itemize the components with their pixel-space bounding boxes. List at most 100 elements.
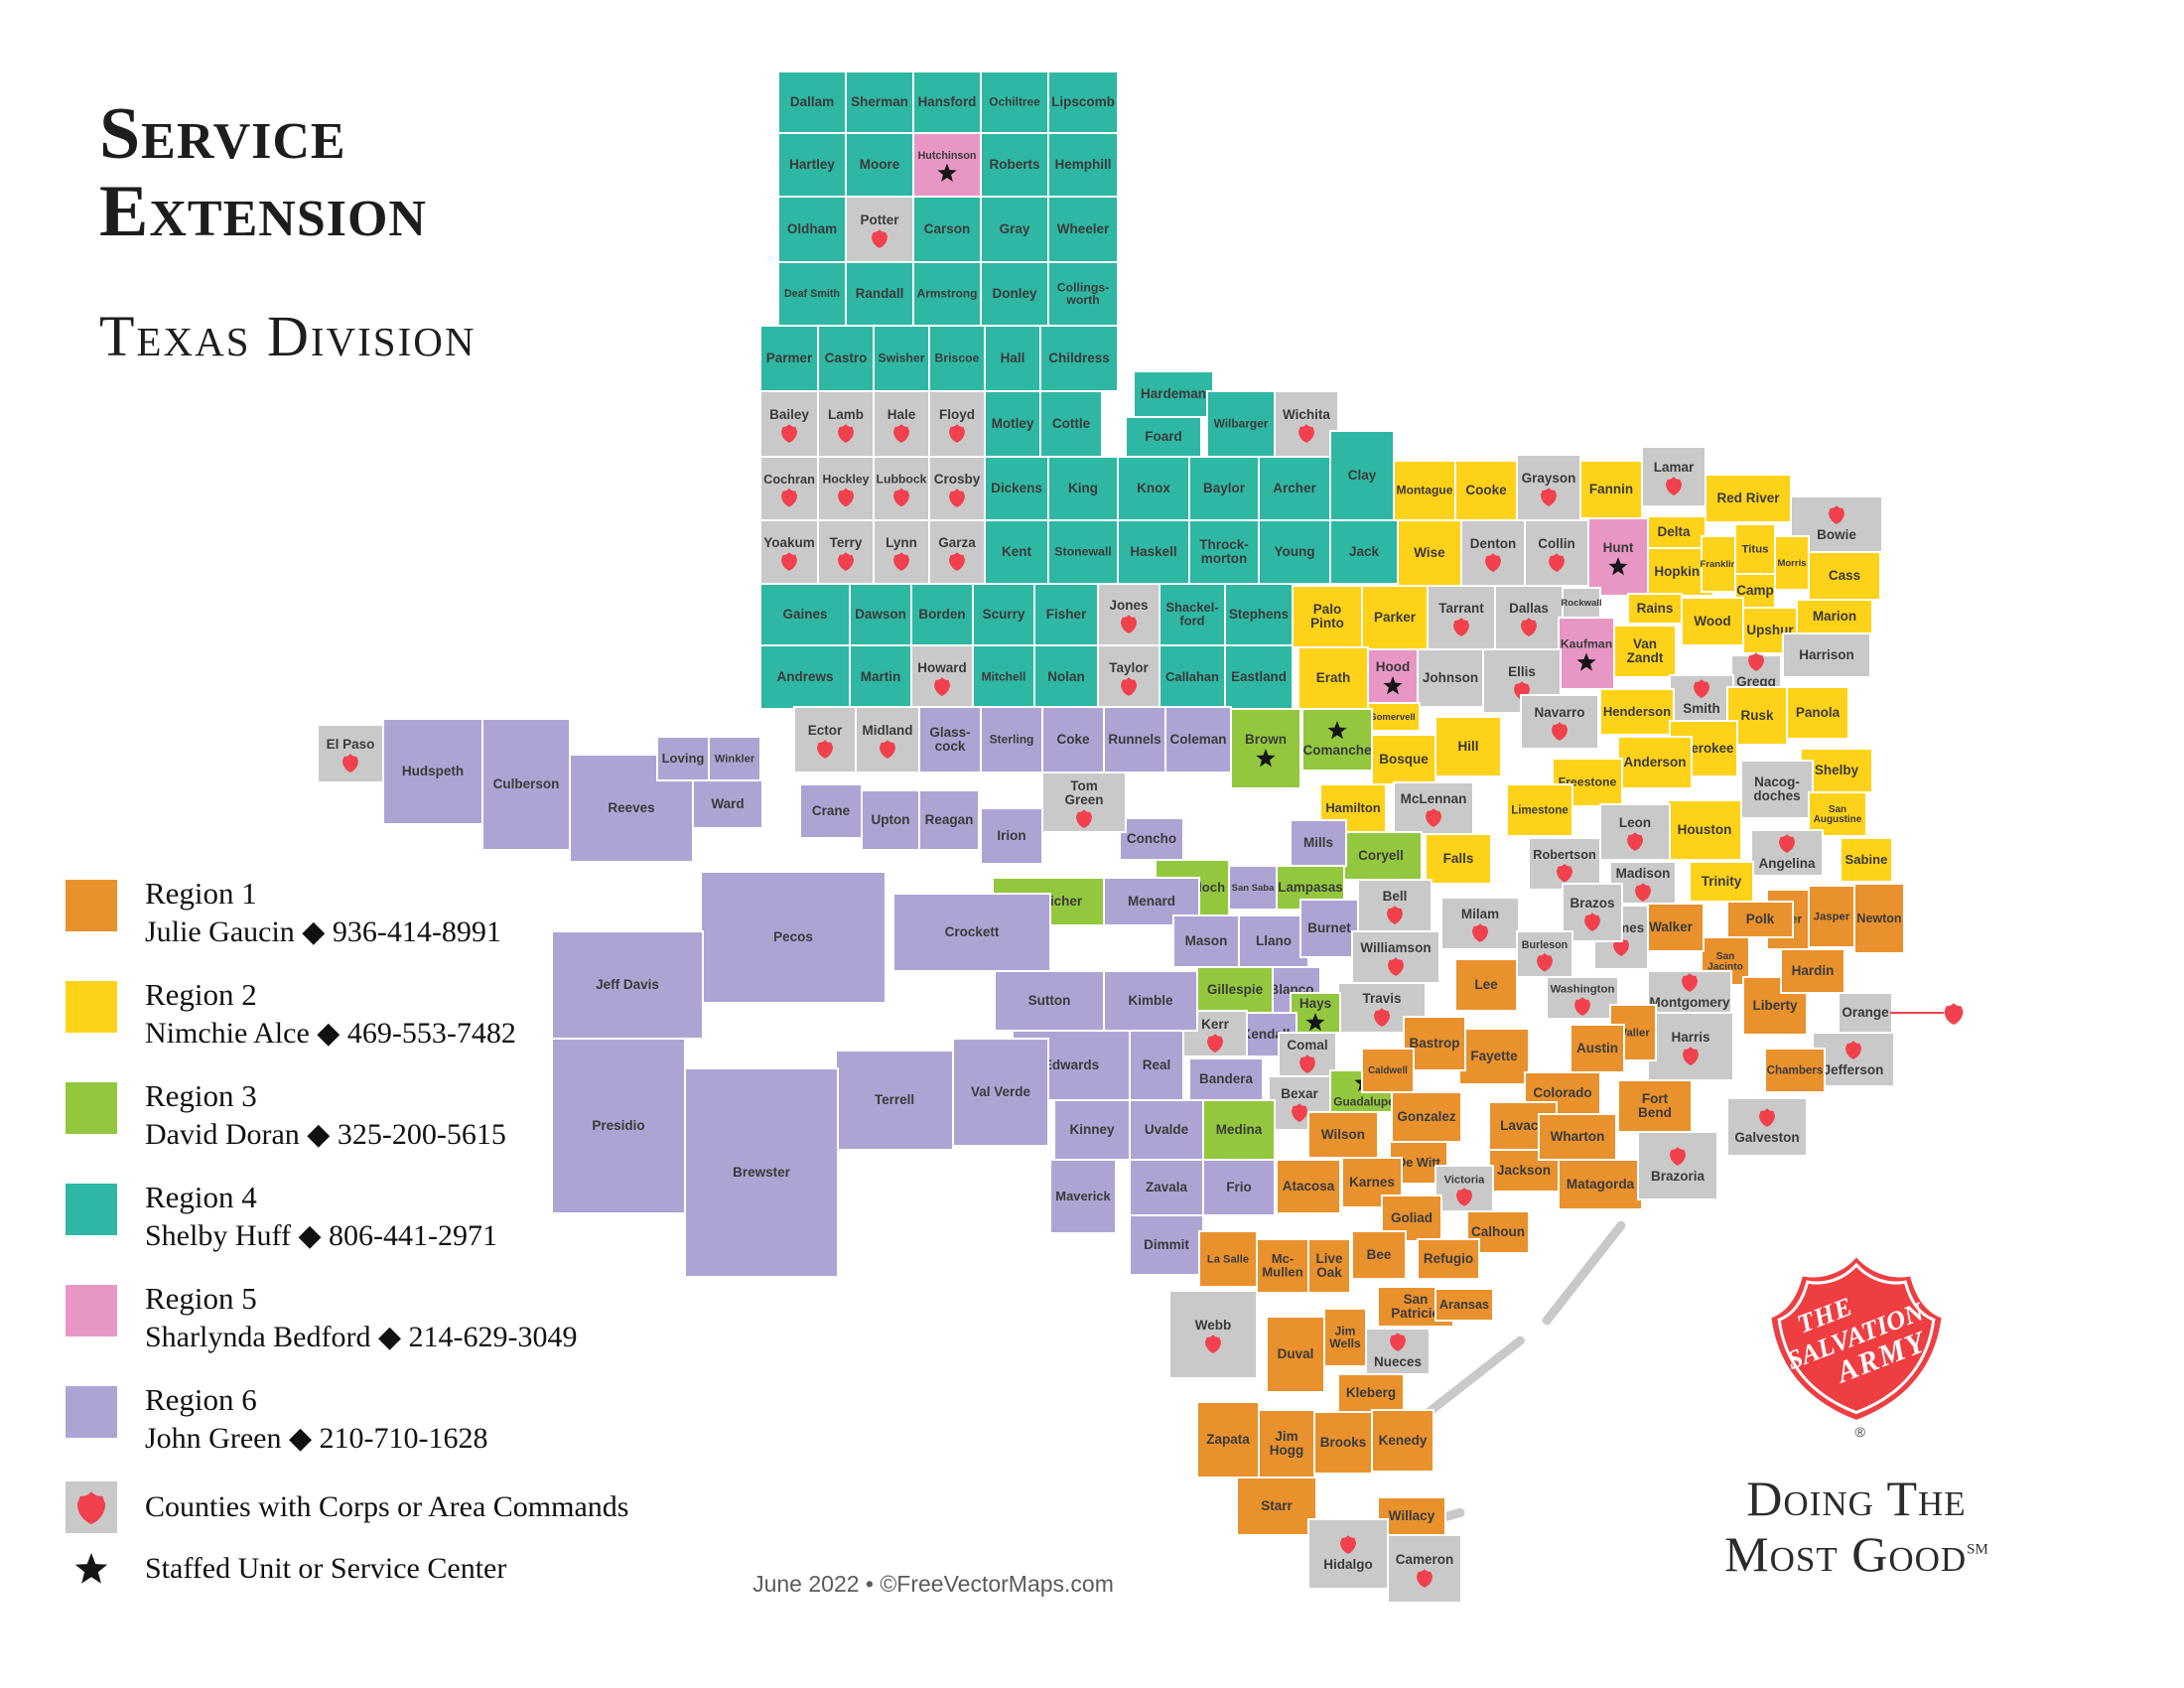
county-burnet: Burnet <box>1299 899 1359 958</box>
county-brewster: Brewster <box>684 1067 839 1278</box>
svg-text:Fayette: Fayette <box>1470 1049 1518 1063</box>
county-cass: Cass <box>1808 551 1881 601</box>
svg-text:Eastland: Eastland <box>1231 669 1287 684</box>
county-castro: Castro <box>817 325 875 392</box>
svg-text:Llano: Llano <box>1256 933 1292 948</box>
svg-text:Cochran: Cochran <box>763 472 815 487</box>
county-crosby: Crosby <box>928 456 986 521</box>
county-fannin: Fannin <box>1579 460 1643 519</box>
county-san-augustine: San Augustine <box>1808 791 1867 837</box>
county-wise: Wise <box>1397 519 1462 587</box>
county-ward: Ward <box>692 779 763 829</box>
county-brown: Brown <box>1230 708 1301 789</box>
legend-staffed-label: Staffed Unit or Service Center <box>145 1552 507 1586</box>
legend-region-contact: Julie Gaucin ◆ 936-414-8991 <box>145 914 501 948</box>
svg-text:Orange: Orange <box>1842 1005 1889 1020</box>
svg-text:Reeves: Reeves <box>608 800 654 815</box>
svg-text:Rusk: Rusk <box>1740 708 1774 723</box>
svg-text:Wharton: Wharton <box>1551 1129 1605 1144</box>
county-jim-wells: Jim Wells <box>1323 1308 1367 1367</box>
svg-text:Lubbock: Lubbock <box>877 473 927 487</box>
legend-region-contact: Sharlynda Bedford ◆ 214-629-3049 <box>145 1320 578 1353</box>
county-young: Young <box>1258 519 1331 585</box>
svg-text:Cooke: Cooke <box>1465 483 1507 497</box>
svg-text:Wheeler: Wheeler <box>1057 221 1110 236</box>
county-caldwell: Caldwell <box>1361 1048 1415 1093</box>
svg-text:Irion: Irion <box>997 828 1025 843</box>
legend-region-contact: David Doran ◆ 325-200-5615 <box>145 1117 506 1151</box>
county-yoakum: Yoakum <box>759 519 819 585</box>
county-winkler: Winkler <box>708 736 761 781</box>
svg-text:Roberts: Roberts <box>989 157 1039 172</box>
svg-text:Bosque: Bosque <box>1379 752 1429 767</box>
svg-text:Colorado: Colorado <box>1533 1085 1591 1100</box>
svg-text:Gillespie: Gillespie <box>1207 982 1264 997</box>
svg-text:Hansford: Hansford <box>918 94 977 109</box>
county-mitchell: Mitchell <box>972 644 1035 710</box>
svg-text:Comanche: Comanche <box>1302 743 1372 758</box>
svg-text:Leon: Leon <box>1619 815 1651 830</box>
svg-text:Baylor: Baylor <box>1203 481 1246 495</box>
county-zavala: Zavala <box>1129 1159 1204 1216</box>
county-gillespie: Gillespie <box>1196 966 1274 1014</box>
county-parmer: Parmer <box>759 325 819 392</box>
svg-text:Brown: Brown <box>1245 732 1287 747</box>
svg-text:Frio: Frio <box>1226 1180 1252 1195</box>
svg-text:Madison: Madison <box>1616 866 1671 881</box>
county-midland: Midland <box>855 706 920 774</box>
county-parker: Parker <box>1361 585 1429 650</box>
legend-swatch-region-1 <box>66 880 117 931</box>
county-delta: Delta <box>1641 515 1706 549</box>
county-eastland: Eastland <box>1224 644 1294 710</box>
county-houston: Houston <box>1667 799 1742 861</box>
svg-text:Archer: Archer <box>1273 481 1316 495</box>
svg-text:Fannin: Fannin <box>1589 482 1633 496</box>
svg-text:Atacosa: Atacosa <box>1283 1179 1335 1194</box>
svg-text:Wise: Wise <box>1414 545 1445 560</box>
svg-text:Gonzalez: Gonzalez <box>1397 1109 1456 1124</box>
svg-text:Runnels: Runnels <box>1108 732 1160 747</box>
county-oldham: Oldham <box>777 196 847 263</box>
svg-text:Upton: Upton <box>872 812 910 827</box>
county-sutton: Sutton <box>994 970 1105 1032</box>
county-briscoe: Briscoe <box>928 325 986 392</box>
svg-text:Terry: Terry <box>830 535 863 550</box>
svg-text:Victoria: Victoria <box>1444 1174 1486 1186</box>
svg-text:Cottle: Cottle <box>1052 416 1091 431</box>
svg-text:Hale: Hale <box>887 407 916 422</box>
county-dimmit: Dimmit <box>1129 1214 1204 1276</box>
county-coleman: Coleman <box>1164 706 1232 774</box>
svg-text:Dallam: Dallam <box>790 94 834 109</box>
county-throck-morton: Throck-morton <box>1188 519 1260 585</box>
svg-text:Crockett: Crockett <box>945 924 1000 939</box>
county-red-river: Red River <box>1705 474 1792 523</box>
county-stephens: Stephens <box>1224 583 1294 646</box>
svg-text:Jack: Jack <box>1349 544 1380 559</box>
county-kent: Kent <box>984 519 1049 585</box>
county-burleson: Burleson <box>1516 930 1573 978</box>
county-crane: Crane <box>799 783 863 839</box>
svg-text:Callahan: Callahan <box>1165 669 1219 684</box>
svg-text:Winkler: Winkler <box>715 753 755 765</box>
county-layer: Dallam Sherman Hansford Ochiltree Lipscomb Ha… <box>317 70 1964 1604</box>
county-hunt: Hunt <box>1587 517 1649 597</box>
servicemark: SM <box>1967 1541 1988 1558</box>
svg-text:Parker: Parker <box>1374 610 1417 625</box>
svg-text:San Saba: San Saba <box>1232 883 1275 894</box>
svg-text:Mason: Mason <box>1185 933 1228 948</box>
county-floyd: Floyd <box>928 390 986 458</box>
county-real: Real <box>1129 1030 1184 1101</box>
county-haskell: Haskell <box>1117 519 1190 585</box>
county-wilbarger: Wilbarger <box>1206 390 1276 458</box>
county-maverick: Maverick <box>1049 1159 1117 1234</box>
county-mc-mullen: Mc-Mullen <box>1256 1238 1309 1294</box>
county-crockett: Crockett <box>892 893 1051 972</box>
svg-text:Comal: Comal <box>1287 1038 1327 1053</box>
county-harris: Harris <box>1647 1012 1734 1081</box>
county-el-paso: El Paso <box>317 724 384 783</box>
county-deaf-smith: Deaf Smith <box>777 261 847 327</box>
county-hood: Hood <box>1367 648 1419 704</box>
